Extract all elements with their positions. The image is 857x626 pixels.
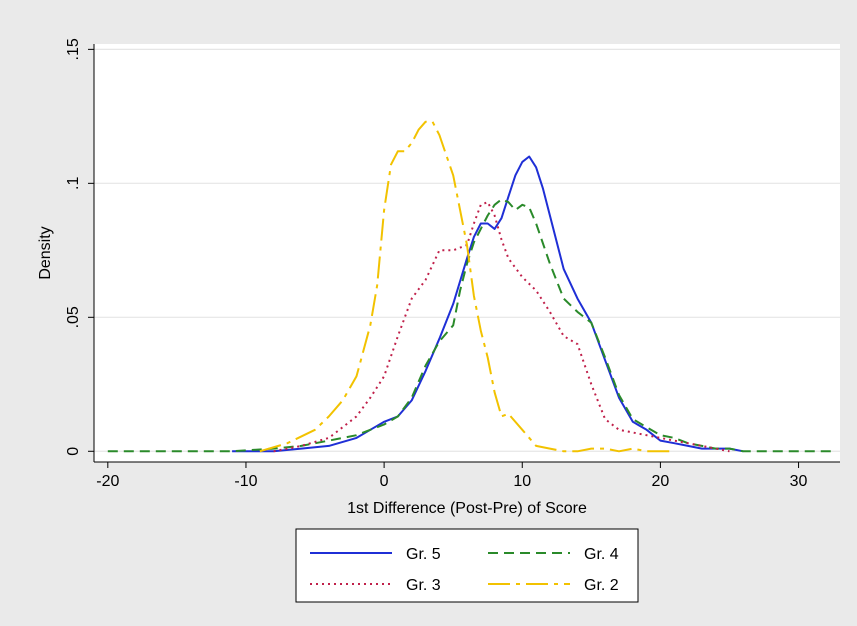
series-line-gr-3	[273, 201, 730, 453]
legend-label-gr-5: Gr. 5	[406, 546, 441, 563]
x-tick-label-5: 30	[790, 473, 808, 490]
series-line-gr-2	[259, 120, 675, 453]
plot-area	[94, 44, 840, 462]
legend-label-gr-3: Gr. 3	[406, 577, 441, 594]
series-layer	[107, 120, 834, 453]
legend-box	[295, 528, 639, 603]
x-tick-label-1: -10	[234, 473, 257, 490]
y-tick-label-1: .05	[65, 306, 82, 328]
x-tick-label-2: 0	[380, 473, 389, 490]
y-tick-label-2: .1	[65, 177, 82, 190]
x-tick-label-3: 10	[513, 473, 531, 490]
series-line-gr-5	[232, 155, 744, 453]
x-tick-label-0: -20	[96, 473, 119, 490]
axes: 0 .05 .1 .15 -20 -10 0 10 20 30	[65, 38, 840, 490]
y-axis-title: Density	[37, 226, 54, 279]
gridlines	[94, 48, 840, 452]
legend: Gr. 5 Gr. 4 Gr. 3 Gr. 2	[295, 528, 639, 603]
x-tick-label-4: 20	[652, 473, 670, 490]
y-tick-label-0: 0	[65, 447, 82, 456]
legend-label-gr-4: Gr. 4	[584, 546, 619, 563]
y-tick-label-3: .15	[65, 38, 82, 60]
x-axis-title: 1st Difference (Post-Pre) of Score	[347, 500, 587, 517]
series-line-gr-4	[107, 198, 834, 453]
legend-label-gr-2: Gr. 2	[584, 577, 619, 594]
